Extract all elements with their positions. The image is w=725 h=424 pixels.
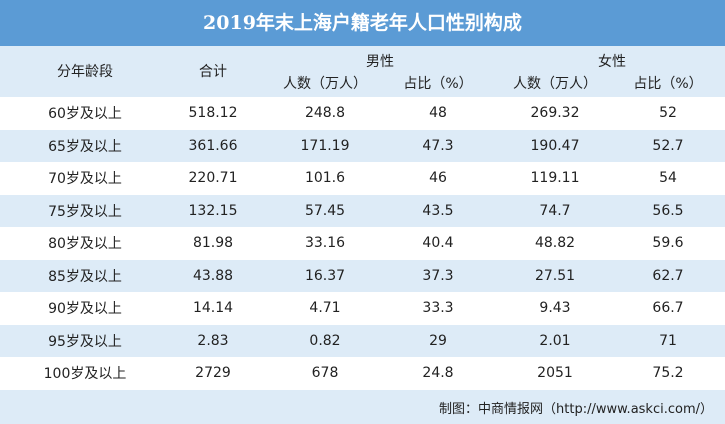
table-cell: 52 [659, 105, 677, 122]
table-cell: 85岁及以上 [48, 268, 122, 285]
table-cell: 74.7 [539, 202, 571, 219]
table-cell: 33.3 [422, 300, 454, 317]
table-cell: 75.2 [652, 365, 684, 382]
row-band [0, 97, 725, 130]
header-cell: 分年龄段 [57, 64, 113, 80]
table-cell: 90岁及以上 [48, 301, 122, 318]
table-cell: 678 [311, 365, 339, 382]
table-cell: 65岁及以上 [48, 138, 122, 155]
table-cell: 33.16 [304, 235, 346, 252]
header-band [0, 46, 725, 96]
header-cell: 男性 [366, 54, 394, 70]
table-cell: 48.82 [534, 235, 576, 252]
table-cell: 75岁及以上 [48, 203, 122, 220]
table-cell: 27.51 [534, 267, 576, 284]
table-cell: 9.43 [539, 300, 571, 317]
table-cell: 52.7 [652, 137, 684, 154]
table-cell: 43.5 [422, 202, 454, 219]
table-cell: 518.12 [188, 105, 238, 122]
row-band [0, 324, 725, 357]
table-cell: 81.98 [192, 235, 234, 252]
table-cell: 14.14 [192, 300, 234, 317]
table-cell: 54 [659, 170, 677, 187]
table-cell: 95岁及以上 [48, 333, 122, 350]
table-cell: 24.8 [422, 365, 454, 382]
header-cell: 人数（万人） [513, 76, 597, 92]
header-cell: 占比（%） [633, 76, 703, 92]
table-cell: 190.47 [530, 137, 580, 154]
table-cell: 220.71 [188, 170, 238, 187]
title: 2019年末上海户籍老年人口性别构成 [0, 0, 725, 46]
table-cell: 2729 [195, 365, 231, 382]
row-band [0, 194, 725, 227]
table-cell: 48 [429, 105, 447, 122]
table-cell: 101.6 [304, 170, 346, 187]
row-band [0, 129, 725, 162]
table-cell: 37.3 [422, 267, 454, 284]
table-cell: 62.7 [652, 267, 684, 284]
table-cell: 70岁及以上 [48, 171, 122, 188]
table-cell: 4.71 [309, 300, 341, 317]
row-band [0, 227, 725, 260]
table-cell: 361.66 [188, 137, 238, 154]
table-cell: 80岁及以上 [48, 236, 122, 253]
header-cell: 人数（万人） [283, 76, 367, 92]
table-cell: 59.6 [652, 235, 684, 252]
row-band [0, 259, 725, 292]
table-cell: 66.7 [652, 300, 684, 317]
table-cell: 269.32 [530, 105, 580, 122]
row-band [0, 357, 725, 390]
table-cell: 119.11 [530, 170, 580, 187]
footer: 制图：中商情报网（http://www.askci.com/） [439, 402, 713, 417]
table-cell: 57.45 [304, 202, 346, 219]
header-cell: 合计 [199, 64, 227, 80]
row-band [0, 162, 725, 195]
header-cell: 占比（%） [403, 76, 473, 92]
table-cell: 29 [429, 332, 447, 349]
table-cell: 43.88 [192, 267, 234, 284]
table-cell: 71 [659, 332, 677, 349]
row-band [0, 292, 725, 325]
table-cell: 46 [429, 170, 447, 187]
table-cell: 47.3 [422, 137, 454, 154]
table-cell: 132.15 [188, 202, 238, 219]
table-cell: 56.5 [652, 202, 684, 219]
table-cell: 2.83 [197, 332, 229, 349]
header-cell: 女性 [598, 54, 626, 70]
table-cell: 2.01 [539, 332, 571, 349]
table-cell: 60岁及以上 [48, 106, 122, 123]
table-cell: 2051 [537, 365, 573, 382]
table-cell: 0.82 [309, 332, 341, 349]
table-cell: 16.37 [304, 267, 346, 284]
table-cell: 248.8 [304, 105, 346, 122]
table-cell: 40.4 [422, 235, 454, 252]
table-cell: 171.19 [300, 137, 350, 154]
table-cell: 100岁及以上 [43, 366, 127, 383]
